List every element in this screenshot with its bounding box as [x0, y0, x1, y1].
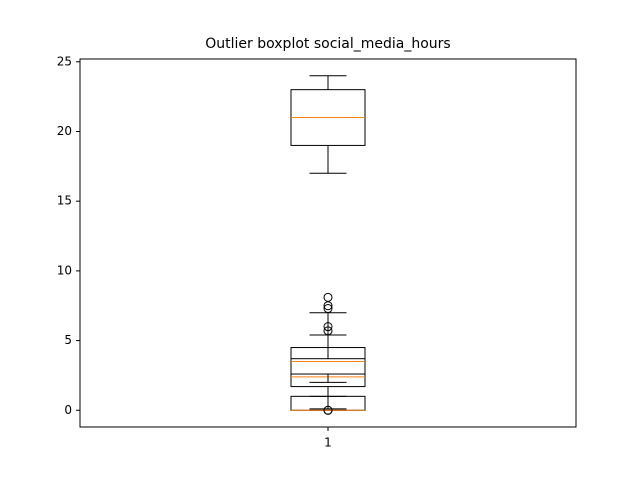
flier [323, 326, 333, 336]
y-tick-label: 25 [57, 54, 72, 68]
y-tick-label: 10 [57, 263, 72, 277]
chart-title: Outlier boxplot social_media_hours [205, 36, 450, 52]
y-tick-label: 0 [64, 403, 72, 417]
box [290, 358, 366, 375]
y-tick-label: 15 [57, 194, 72, 208]
flier [323, 322, 333, 332]
axes-frame [79, 58, 577, 428]
flier [323, 292, 333, 302]
y-tick-label: 20 [57, 124, 72, 138]
flier [323, 304, 333, 314]
y-tick-label: 5 [64, 333, 72, 347]
flier [323, 301, 333, 311]
x-tick-label: 1 [324, 436, 332, 450]
flier [323, 405, 333, 415]
